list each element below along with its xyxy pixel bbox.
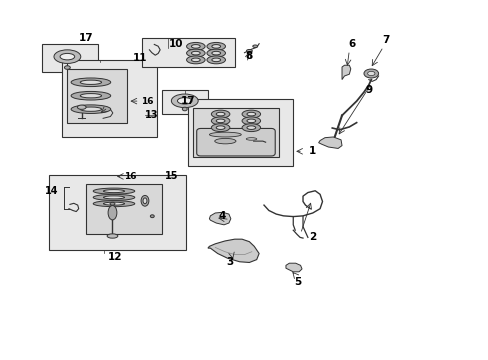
Text: 16: 16	[123, 172, 136, 181]
Ellipse shape	[216, 112, 224, 116]
Ellipse shape	[71, 105, 110, 113]
Ellipse shape	[206, 42, 225, 50]
Ellipse shape	[141, 195, 148, 206]
Text: 1: 1	[308, 146, 316, 156]
Ellipse shape	[216, 126, 224, 130]
Ellipse shape	[77, 105, 86, 109]
Ellipse shape	[211, 124, 229, 132]
FancyBboxPatch shape	[196, 129, 275, 156]
Ellipse shape	[191, 58, 200, 62]
Ellipse shape	[246, 112, 255, 116]
Text: 17: 17	[79, 33, 93, 43]
Text: 2: 2	[308, 232, 316, 242]
Ellipse shape	[186, 56, 204, 64]
Ellipse shape	[186, 42, 204, 50]
Ellipse shape	[80, 94, 102, 98]
Ellipse shape	[211, 58, 220, 62]
Text: 12: 12	[108, 252, 122, 262]
Bar	[193, 108, 278, 157]
Text: 15: 15	[164, 171, 178, 181]
Bar	[161, 90, 207, 114]
Ellipse shape	[142, 198, 146, 204]
Text: 11: 11	[132, 53, 146, 63]
Ellipse shape	[211, 51, 220, 55]
Ellipse shape	[150, 215, 154, 218]
Ellipse shape	[103, 202, 124, 205]
Ellipse shape	[60, 53, 75, 60]
Polygon shape	[318, 137, 341, 148]
Text: 4: 4	[219, 211, 226, 221]
Text: 13: 13	[145, 111, 158, 121]
Ellipse shape	[186, 49, 204, 57]
Ellipse shape	[209, 132, 241, 137]
Bar	[86, 184, 161, 234]
Ellipse shape	[367, 71, 374, 76]
Ellipse shape	[363, 69, 378, 78]
Ellipse shape	[252, 45, 257, 48]
Ellipse shape	[71, 78, 110, 87]
Text: 3: 3	[226, 257, 233, 267]
Text: 10: 10	[169, 39, 183, 49]
Ellipse shape	[211, 117, 229, 125]
Ellipse shape	[80, 80, 102, 85]
Ellipse shape	[171, 94, 198, 108]
Ellipse shape	[103, 190, 124, 193]
Ellipse shape	[54, 50, 81, 63]
Ellipse shape	[206, 49, 225, 57]
Ellipse shape	[242, 124, 260, 132]
Ellipse shape	[216, 119, 224, 123]
Ellipse shape	[110, 202, 115, 205]
Ellipse shape	[182, 107, 187, 111]
Ellipse shape	[206, 56, 225, 64]
Ellipse shape	[246, 49, 252, 52]
Ellipse shape	[64, 66, 70, 69]
Text: 17: 17	[181, 96, 195, 106]
Text: 9: 9	[365, 85, 372, 95]
Polygon shape	[341, 65, 350, 80]
Ellipse shape	[242, 117, 260, 125]
Text: 6: 6	[347, 39, 355, 49]
Polygon shape	[209, 212, 230, 225]
Ellipse shape	[191, 45, 200, 48]
Bar	[142, 39, 234, 67]
Text: 14: 14	[45, 186, 59, 196]
Bar	[188, 99, 293, 166]
Ellipse shape	[93, 188, 135, 194]
Text: 8: 8	[245, 51, 252, 61]
Bar	[42, 44, 98, 72]
Ellipse shape	[108, 206, 117, 220]
Polygon shape	[207, 239, 259, 262]
Polygon shape	[285, 263, 302, 272]
Text: 5: 5	[294, 277, 301, 287]
Text: 7: 7	[382, 35, 389, 45]
Ellipse shape	[211, 110, 229, 118]
Ellipse shape	[246, 119, 255, 123]
Ellipse shape	[214, 138, 236, 144]
Ellipse shape	[71, 91, 110, 100]
Text: 16: 16	[141, 96, 153, 105]
Ellipse shape	[246, 126, 255, 130]
Ellipse shape	[242, 110, 260, 118]
Ellipse shape	[93, 201, 135, 207]
Ellipse shape	[177, 98, 192, 104]
Ellipse shape	[103, 196, 124, 199]
Ellipse shape	[80, 107, 102, 111]
Ellipse shape	[211, 45, 220, 48]
Ellipse shape	[191, 51, 200, 55]
Ellipse shape	[107, 234, 118, 238]
Bar	[66, 69, 127, 123]
Bar	[49, 175, 185, 250]
Ellipse shape	[246, 138, 256, 140]
Ellipse shape	[93, 194, 135, 201]
Bar	[61, 60, 157, 137]
